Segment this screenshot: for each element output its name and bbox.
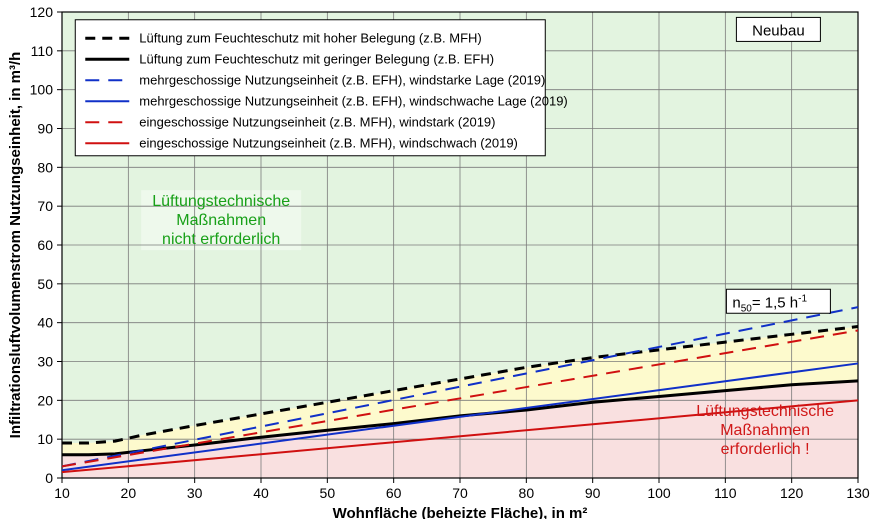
xtick-label: 80 <box>519 485 535 501</box>
ytick-label: 10 <box>37 431 53 447</box>
red-label-line: Lüftungstechnische <box>696 403 834 420</box>
ytick-label: 110 <box>31 43 54 59</box>
xtick-label: 70 <box>452 485 468 501</box>
green-label-line: Lüftungstechnische <box>152 193 290 210</box>
xtick-label: 110 <box>714 485 737 501</box>
ytick-label: 120 <box>30 4 54 20</box>
ytick-label: 70 <box>37 198 53 214</box>
xtick-label: 100 <box>647 485 671 501</box>
legend-label: Lüftung zum Feuchteschutz mit hoher Bele… <box>139 30 482 45</box>
ytick-label: 0 <box>45 470 53 486</box>
ytick-label: 60 <box>37 237 53 253</box>
legend-label: eingeschossige Nutzungseinheit (z.B. MFH… <box>139 135 518 150</box>
green-label-line: nicht erforderlich <box>162 231 280 248</box>
xtick-label: 90 <box>585 485 601 501</box>
red-label-line: erforderlich ! <box>721 441 810 458</box>
legend-label: mehrgeschossige Nutzungseinheit (z.B. EF… <box>139 93 568 108</box>
legend-label: eingeschossige Nutzungseinheit (z.B. MFH… <box>139 114 495 129</box>
ytick-label: 50 <box>37 276 53 292</box>
xtick-label: 60 <box>386 485 402 501</box>
xtick-label: 20 <box>121 485 137 501</box>
green-label-line: Maßnahmen <box>176 212 266 229</box>
xtick-label: 130 <box>846 485 870 501</box>
ytick-label: 90 <box>37 121 53 137</box>
xtick-label: 30 <box>187 485 203 501</box>
ytick-label: 100 <box>30 82 54 98</box>
ytick-label: 30 <box>37 354 53 370</box>
legend-label: mehrgeschossige Nutzungseinheit (z.B. EF… <box>139 72 545 87</box>
chart-container: 1020304050607080901001101201300102030405… <box>0 0 872 519</box>
y-axis-label: Infiltrationsluftvolumenstrom Nutzungsei… <box>7 52 24 439</box>
xtick-label: 10 <box>54 485 70 501</box>
x-axis-label: Wohnfläche (beheizte Fläche), in m² <box>333 505 588 519</box>
red-label-line: Maßnahmen <box>720 422 810 439</box>
xtick-label: 40 <box>253 485 269 501</box>
ytick-label: 20 <box>37 392 53 408</box>
ytick-label: 40 <box>37 315 53 331</box>
legend-label: Lüftung zum Feuchteschutz mit geringer B… <box>139 51 494 66</box>
xtick-label: 50 <box>320 485 336 501</box>
xtick-label: 120 <box>780 485 804 501</box>
chart-svg: 1020304050607080901001101201300102030405… <box>0 0 872 519</box>
neubau-text: Neubau <box>752 22 805 39</box>
ytick-label: 80 <box>37 159 53 175</box>
